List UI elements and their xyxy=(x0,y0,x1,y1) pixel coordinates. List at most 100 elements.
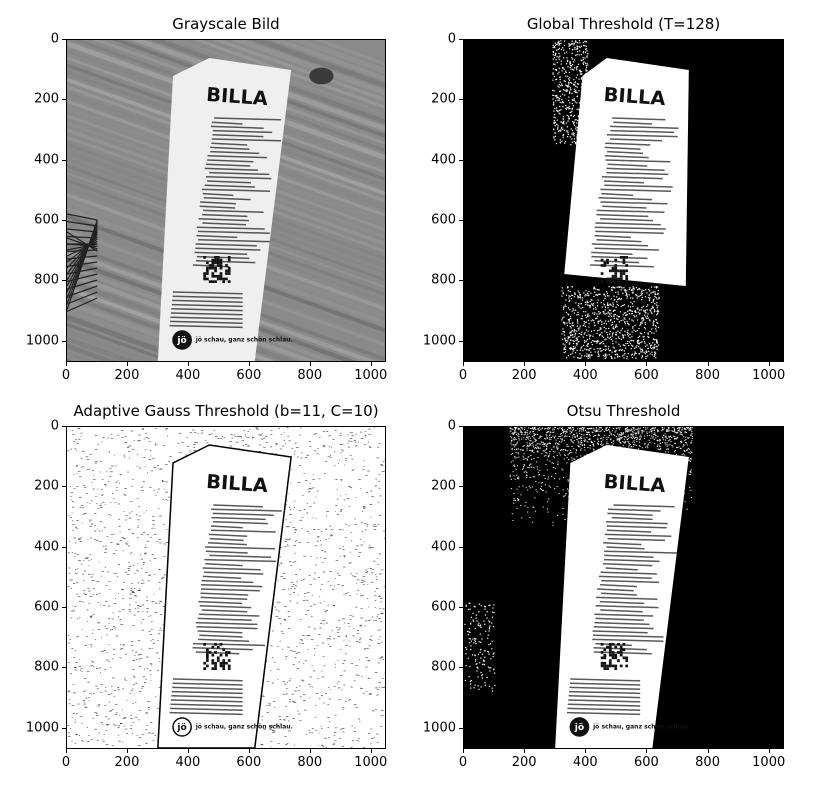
y-tick-mark xyxy=(62,39,66,40)
x-tick-label: 800 xyxy=(297,755,323,770)
net-pattern xyxy=(67,213,98,313)
x-tick-mark xyxy=(524,749,526,753)
x-tick-label: 0 xyxy=(458,755,468,770)
x-tick-mark xyxy=(248,362,250,366)
x-tick-label: 200 xyxy=(114,755,140,770)
y-tick-mark xyxy=(459,426,463,427)
qr-code xyxy=(600,643,629,670)
y-tick-label: 600 xyxy=(431,212,456,228)
x-tick-label: 1000 xyxy=(354,755,388,770)
subplot-title: Adaptive Gauss Threshold (b=11, C=10) xyxy=(73,402,379,420)
y-tick-label: 400 xyxy=(431,539,456,555)
x-tick-mark xyxy=(187,362,189,366)
subplot-title: Global Threshold (T=128) xyxy=(526,15,721,33)
y-tick-mark xyxy=(62,159,66,161)
x-tick-label: 800 xyxy=(297,368,323,383)
receipt xyxy=(157,58,292,361)
x-tick-label: 400 xyxy=(175,368,201,383)
qr-code xyxy=(203,643,231,670)
subplot-title: Grayscale Bild xyxy=(172,15,280,33)
y-tick-mark xyxy=(459,39,463,40)
y-tick-mark xyxy=(459,727,463,729)
x-tick-label: 1000 xyxy=(752,368,786,383)
y-tick-mark xyxy=(62,546,66,548)
y-tick-mark xyxy=(459,99,463,101)
y-tick-label: 0 xyxy=(50,31,59,47)
image-render: BILLA xyxy=(464,40,783,361)
x-tick-label: 0 xyxy=(61,755,71,770)
x-tick-label: 600 xyxy=(236,755,262,770)
x-tick-mark xyxy=(309,362,311,366)
y-tick-mark xyxy=(62,280,66,282)
y-tick-label: 0 xyxy=(447,31,456,47)
x-tick-label: 0 xyxy=(61,368,71,383)
qr-code xyxy=(203,256,231,283)
y-tick-mark xyxy=(459,486,463,488)
x-tick-mark xyxy=(370,749,372,753)
subplot-title: Otsu Threshold xyxy=(566,402,681,420)
y-tick-mark xyxy=(62,727,66,729)
y-tick-label: 1000 xyxy=(25,333,59,349)
y-tick-mark xyxy=(62,340,66,342)
y-tick-label: 800 xyxy=(431,659,456,675)
jo-logo-text: jö xyxy=(176,723,186,733)
x-tick-mark xyxy=(370,362,372,366)
y-tick-label: 600 xyxy=(34,599,59,615)
y-tick-mark xyxy=(459,220,463,222)
receipt-footer: jö schau, ganz schön schlau. xyxy=(195,337,293,344)
x-tick-mark xyxy=(707,749,709,753)
receipt-brand: BILLA xyxy=(603,83,666,110)
x-tick-mark xyxy=(646,362,648,366)
y-tick-mark xyxy=(459,340,463,342)
x-tick-label: 200 xyxy=(511,755,537,770)
x-tick-label: 600 xyxy=(634,755,659,770)
y-tick-label: 200 xyxy=(431,478,456,494)
x-tick-label: 0 xyxy=(458,368,468,383)
x-tick-mark xyxy=(309,749,311,753)
y-tick-label: 400 xyxy=(431,152,456,168)
jo-logo-text: jö xyxy=(176,336,186,346)
wood-knot xyxy=(309,67,334,85)
x-tick-mark xyxy=(768,749,770,753)
x-tick-label: 600 xyxy=(236,368,262,383)
image-render: BILLA jö jö schau, ganz schön schlau. xyxy=(464,427,783,748)
x-tick-mark xyxy=(585,749,587,753)
y-tick-mark xyxy=(459,607,463,609)
y-tick-mark xyxy=(62,426,66,427)
x-tick-label: 800 xyxy=(695,368,720,383)
receipt xyxy=(157,444,292,748)
y-tick-label: 800 xyxy=(34,272,59,288)
y-tick-mark xyxy=(62,99,66,101)
x-tick-mark xyxy=(707,362,709,366)
x-tick-mark xyxy=(66,362,67,366)
receipt-footer: jö schau, ganz schön schlau. xyxy=(592,724,690,731)
y-tick-mark xyxy=(459,667,463,669)
y-tick-label: 800 xyxy=(431,272,456,288)
y-tick-mark xyxy=(62,220,66,222)
y-tick-label: 800 xyxy=(34,659,59,675)
receipt xyxy=(555,445,689,748)
x-tick-mark xyxy=(463,362,464,366)
y-tick-label: 1000 xyxy=(422,720,456,736)
x-tick-label: 400 xyxy=(572,755,598,770)
x-tick-mark xyxy=(646,749,648,753)
x-tick-label: 600 xyxy=(634,368,659,383)
threshold-noise-bottom xyxy=(561,286,660,360)
receipt-brand: BILLA xyxy=(603,470,666,497)
y-tick-label: 600 xyxy=(34,212,59,228)
y-tick-label: 200 xyxy=(431,91,456,107)
x-tick-mark xyxy=(187,749,189,753)
y-tick-mark xyxy=(459,280,463,282)
receipt-footer: jö schau, ganz schön schlau. xyxy=(195,724,293,731)
x-tick-label: 200 xyxy=(511,368,537,383)
x-tick-label: 400 xyxy=(175,755,201,770)
receipt-content: BILLA xyxy=(169,470,282,716)
x-tick-label: 1000 xyxy=(752,755,786,770)
y-tick-label: 0 xyxy=(447,418,456,434)
x-tick-mark xyxy=(66,749,67,753)
y-tick-mark xyxy=(459,159,463,161)
x-tick-mark xyxy=(585,362,587,366)
x-tick-label: 200 xyxy=(114,368,140,383)
y-tick-label: 600 xyxy=(431,599,456,615)
x-tick-mark xyxy=(126,362,128,366)
